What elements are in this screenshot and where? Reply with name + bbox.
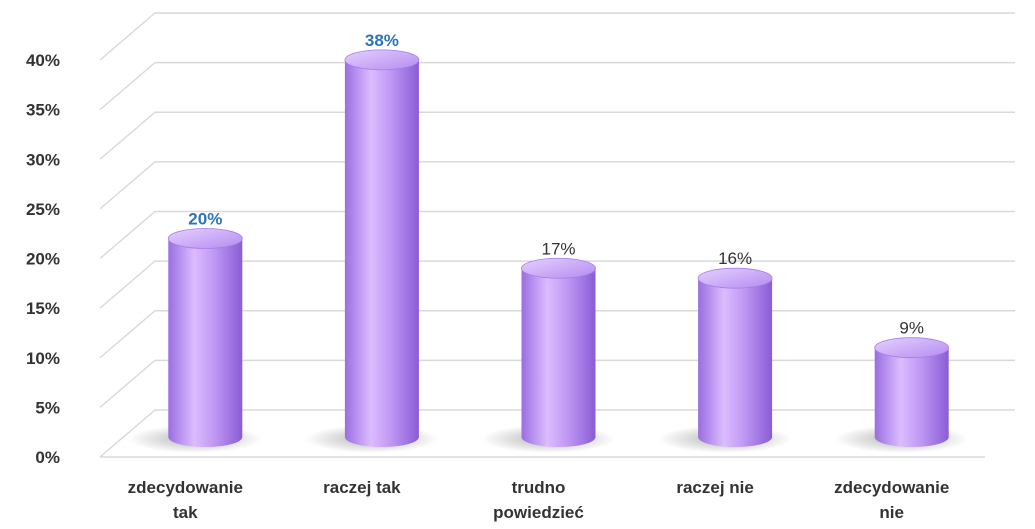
y-tick-label: 35% [26,101,60,120]
bar-top [874,337,950,359]
category-label: trudno powiedzieć [493,478,584,522]
bar-body [874,347,949,447]
data-label: 20% [188,210,222,229]
data-labels: 20% 38% 17% 16% 9% [188,31,924,338]
data-label: 17% [541,239,575,258]
category-label-line: zdecydowanie [128,478,243,497]
bar-top [521,257,596,279]
bar-top [167,228,243,249]
bar [658,267,793,453]
y-tick-label: 5% [35,398,60,417]
bar [481,257,616,453]
grid-line [99,61,1015,111]
grid-line [99,161,1015,210]
y-axis-ticks: 0% 5% 10% 15% 20% 25% 30% 35% 40% [26,51,60,467]
grid-line [99,260,1015,309]
y-tick-label: 40% [26,51,60,70]
bar-top [697,267,773,289]
y-tick-label: 15% [26,299,60,318]
bar-body [168,238,243,447]
category-label-line: raczej tak [323,478,401,497]
bar [128,228,263,453]
grid-line [99,12,1015,61]
category-label-line: raczej nie [676,478,754,497]
category-label: zdecydowanie tak [128,478,243,522]
category-label-line: tak [173,503,198,522]
data-label: 38% [365,31,399,50]
data-label: 16% [718,249,752,268]
grid-line [99,111,1015,160]
category-label: raczej nie [676,478,754,497]
y-tick-label: 10% [26,349,60,368]
bar-body [344,59,419,447]
bar-body [698,278,773,447]
grid-line [99,210,1015,260]
category-label-line: powiedzieć [493,503,584,522]
y-tick-label: 20% [26,250,60,269]
category-label-line: nie [879,503,904,522]
category-label: raczej tak [323,478,401,497]
y-tick-label: 0% [35,448,60,467]
x-axis-categories: zdecydowanie tak raczej tak trudno powiedzie… [128,478,950,522]
data-label: 9% [899,319,924,338]
grid-lines [99,12,1015,458]
bar [834,337,969,453]
category-label: zdecydowanie nie [834,478,949,522]
category-label-line: zdecydowanie [834,478,949,497]
y-tick-label: 25% [26,200,60,219]
bar [304,49,439,453]
category-label-line: trudno [512,478,566,497]
bars [128,49,969,453]
bar-top [344,49,420,71]
y-tick-label: 30% [26,150,60,169]
bar-body [521,268,596,447]
